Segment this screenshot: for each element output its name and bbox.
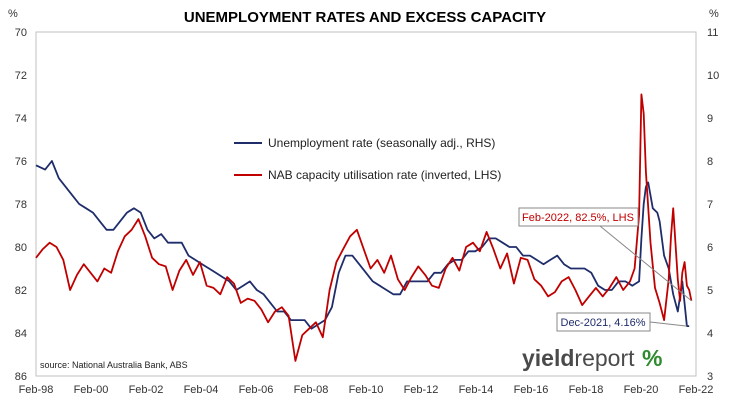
x-tick-label: Feb-20 — [624, 384, 659, 396]
yieldreport-logo: yieldreport % — [522, 345, 662, 371]
series-layer — [35, 93, 693, 362]
legend-label-capacity: NAB capacity utilisation rate (inverted,… — [268, 168, 501, 182]
left-tick-label: 82 — [15, 285, 27, 297]
annotation-unemployment: Dec-2021, 4.16% — [556, 312, 687, 332]
x-tick-label: Feb-12 — [404, 384, 439, 396]
logo-percent-symbol: % — [642, 345, 662, 371]
x-tick-label: Feb-18 — [569, 384, 604, 396]
x-tick-label: Feb-10 — [349, 384, 384, 396]
logo-word-report: report — [574, 345, 635, 371]
left-tick-label: 80 — [15, 242, 27, 254]
legend-label-unemployment: Unemployment rate (seasonally adj., RHS) — [268, 136, 495, 150]
annotation-unemployment-leader — [649, 321, 687, 327]
right-tick-label: 4 — [707, 328, 713, 340]
left-axis-unit: % — [8, 8, 18, 20]
logo-word-yield: yield — [522, 345, 574, 371]
left-axis-ticks: 70 72 74 76 78 80 82 84 86 — [15, 27, 27, 383]
x-axis-ticks: Feb-98 Feb-00 Feb-02 Feb-04 Feb-06 Feb-08 Feb-… — [19, 384, 714, 396]
right-tick-label: 6 — [707, 242, 713, 254]
legend: Unemployment rate (seasonally adj., RHS)… — [234, 136, 501, 182]
plot-area — [35, 31, 697, 377]
left-tick-label: 70 — [15, 27, 27, 39]
chart-title: UNEMPLOYMENT RATES AND EXCESS CAPACITY — [184, 9, 546, 26]
right-axis-ticks: 3 4 5 6 7 8 9 10 11 — [707, 27, 719, 383]
x-tick-label: Feb-22 — [679, 384, 714, 396]
source-note: source: National Australia Bank, ABS — [40, 360, 188, 370]
left-tick-label: 74 — [15, 113, 27, 125]
right-tick-label: 9 — [707, 113, 713, 125]
left-tick-label: 86 — [15, 371, 27, 383]
x-tick-label: Feb-16 — [514, 384, 549, 396]
right-axis-unit: % — [709, 8, 719, 20]
x-tick-label: Feb-00 — [74, 384, 109, 396]
right-tick-label: 5 — [707, 285, 713, 297]
x-tick-label: Feb-02 — [129, 384, 164, 396]
svg-text:yieldreport: yieldreport — [522, 345, 635, 371]
left-tick-label: 84 — [15, 328, 27, 340]
series-line-capacity — [35, 93, 693, 362]
left-tick-label: 78 — [15, 199, 27, 211]
x-tick-label: Feb-08 — [294, 384, 329, 396]
right-tick-label: 11 — [707, 27, 718, 39]
x-tick-label: Feb-04 — [184, 384, 219, 396]
annotation-capacity-leader — [599, 225, 692, 302]
right-tick-label: 10 — [707, 70, 719, 82]
annotation-capacity-label: Feb-2022, 82.5%, LHS — [522, 212, 634, 224]
right-tick-label: 7 — [707, 199, 713, 211]
annotation-unemployment-box — [556, 312, 651, 332]
annotation-capacity-box — [518, 207, 639, 227]
annotation-unemployment-label: Dec-2021, 4.16% — [561, 317, 646, 329]
left-tick-label: 72 — [15, 70, 27, 82]
left-tick-label: 76 — [15, 156, 27, 168]
x-tick-label: Feb-98 — [19, 384, 54, 396]
x-tick-label: Feb-14 — [459, 384, 494, 396]
right-tick-label: 3 — [707, 371, 713, 383]
right-tick-label: 8 — [707, 156, 713, 168]
annotation-capacity: Feb-2022, 82.5%, LHS — [518, 207, 692, 302]
x-tick-label: Feb-06 — [239, 384, 274, 396]
